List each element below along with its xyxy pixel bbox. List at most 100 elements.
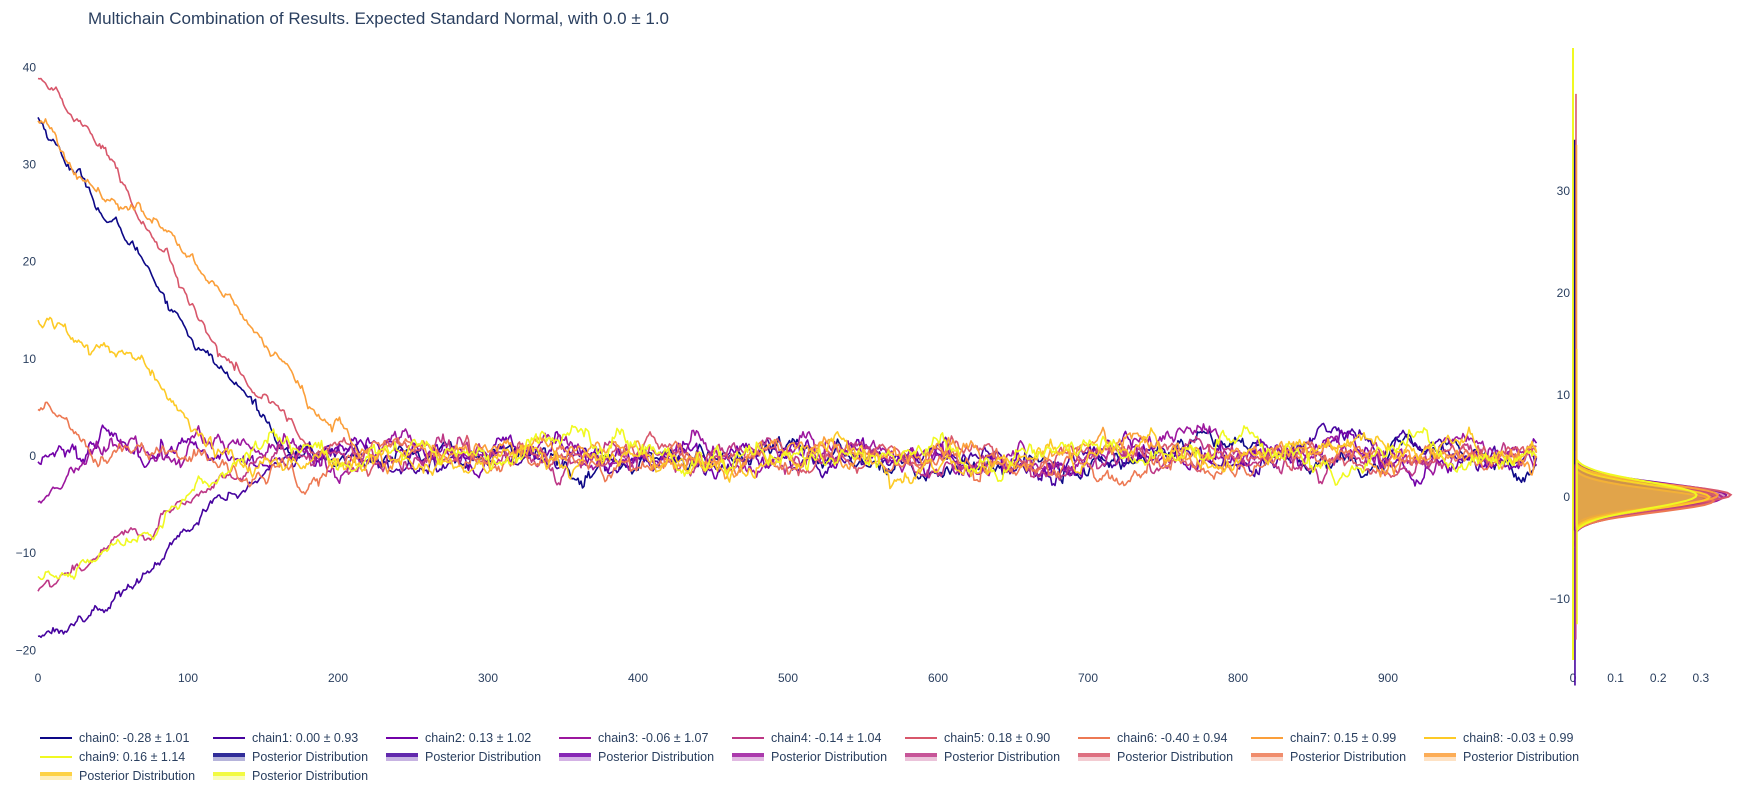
legend-fill-swatch bbox=[1251, 752, 1283, 762]
legend-item[interactable]: chain8: -0.03 ± 0.99 bbox=[1424, 731, 1597, 745]
legend-label: Posterior Distribution bbox=[425, 749, 542, 764]
posterior-y-tick-label: 30 bbox=[1557, 184, 1571, 198]
legend-line-swatch bbox=[1424, 733, 1456, 743]
posterior-density-0 bbox=[1572, 48, 1706, 660]
legend-item[interactable]: Posterior Distribution bbox=[1078, 750, 1251, 764]
legend-line-swatch bbox=[386, 733, 418, 743]
legend-label: Posterior Distribution bbox=[252, 749, 369, 764]
chain-5-trace bbox=[37, 77, 1538, 479]
posterior-plot: 0 0.1 0.2 0.3 −10 0 10 20 30 bbox=[1550, 48, 1733, 686]
y-tick-label: −20 bbox=[16, 643, 37, 657]
posterior-y-tick-label: 10 bbox=[1557, 388, 1571, 402]
chain-9-trace bbox=[37, 424, 1537, 581]
legend-label: chain4: -0.14 ± 1.04 bbox=[771, 730, 882, 745]
posterior-x-tick-label: 0.1 bbox=[1607, 671, 1624, 685]
legend-row: chain9: 0.16 ± 1.14 Posterior Distributio… bbox=[40, 747, 1720, 766]
legend-label: chain2: 0.13 ± 1.02 bbox=[425, 730, 532, 745]
legend-fill-swatch bbox=[1078, 752, 1110, 762]
x-tick-label: 100 bbox=[178, 671, 198, 685]
legend-row: chain0: -0.28 ± 1.01 chain1: 0.00 ± 0.93 c… bbox=[40, 728, 1720, 747]
posterior-density-8 bbox=[1572, 48, 1711, 660]
posterior-density-4 bbox=[1572, 48, 1720, 660]
y-tick-label: 10 bbox=[23, 352, 37, 366]
legend-fill-swatch bbox=[213, 752, 245, 762]
y-tick-label: 20 bbox=[23, 255, 37, 269]
legend-label: chain0: -0.28 ± 1.01 bbox=[79, 730, 190, 745]
legend-label: chain6: -0.40 ± 0.94 bbox=[1117, 730, 1228, 745]
posterior-density-6 bbox=[1572, 48, 1716, 660]
legend-item[interactable]: chain0: -0.28 ± 1.01 bbox=[40, 731, 213, 745]
legend-fill-swatch bbox=[386, 752, 418, 762]
legend: chain0: -0.28 ± 1.01 chain1: 0.00 ± 0.93 c… bbox=[40, 728, 1720, 785]
legend-line-swatch bbox=[213, 733, 245, 743]
legend-label: chain5: 0.18 ± 0.90 bbox=[944, 730, 1051, 745]
legend-item[interactable]: chain7: 0.15 ± 0.99 bbox=[1251, 731, 1424, 745]
legend-item[interactable]: Posterior Distribution bbox=[386, 750, 559, 764]
legend-item[interactable]: chain9: 0.16 ± 1.14 bbox=[40, 750, 213, 764]
legend-item[interactable]: Posterior Distribution bbox=[1424, 750, 1597, 764]
legend-item[interactable]: Posterior Distribution bbox=[1251, 750, 1424, 764]
legend-label: Posterior Distribution bbox=[771, 749, 888, 764]
legend-row: Posterior Distribution Posterior Distribu… bbox=[40, 766, 1720, 785]
legend-item[interactable]: chain3: -0.06 ± 1.07 bbox=[559, 731, 732, 745]
legend-line-swatch bbox=[40, 752, 72, 762]
legend-fill-swatch bbox=[40, 771, 72, 781]
legend-label: chain3: -0.06 ± 1.07 bbox=[598, 730, 709, 745]
legend-fill-swatch bbox=[559, 752, 591, 762]
y-tick-label: 40 bbox=[23, 60, 37, 74]
legend-item[interactable]: Posterior Distribution bbox=[40, 769, 213, 783]
posterior-density-7 bbox=[1572, 48, 1720, 660]
legend-line-swatch bbox=[732, 733, 764, 743]
posterior-density-1 bbox=[1572, 48, 1716, 660]
x-tick-label: 0 bbox=[35, 671, 42, 685]
legend-item[interactable]: chain1: 0.00 ± 0.93 bbox=[213, 731, 386, 745]
x-tick-label: 800 bbox=[1228, 671, 1248, 685]
x-tick-label: 900 bbox=[1378, 671, 1398, 685]
legend-fill-swatch bbox=[1424, 752, 1456, 762]
legend-label: chain9: 0.16 ± 1.14 bbox=[79, 749, 186, 764]
posterior-density-2 bbox=[1572, 48, 1728, 660]
posterior-y-tick-label: −10 bbox=[1550, 592, 1571, 606]
legend-line-swatch bbox=[1078, 733, 1110, 743]
legend-item[interactable]: chain4: -0.14 ± 1.04 bbox=[732, 731, 905, 745]
posterior-x-tick-label: 0.2 bbox=[1650, 671, 1667, 685]
legend-item[interactable]: Posterior Distribution bbox=[213, 750, 386, 764]
posterior-x-tick-label: 0.3 bbox=[1693, 671, 1710, 685]
legend-item[interactable]: Posterior Distribution bbox=[905, 750, 1078, 764]
legend-item[interactable]: chain5: 0.18 ± 0.90 bbox=[905, 731, 1078, 745]
posterior-x-tick-label: 0 bbox=[1570, 671, 1577, 685]
x-tick-label: 500 bbox=[778, 671, 798, 685]
y-tick-label: −10 bbox=[16, 546, 37, 560]
legend-label: Posterior Distribution bbox=[79, 768, 196, 783]
legend-item[interactable]: chain2: 0.13 ± 1.02 bbox=[386, 731, 559, 745]
x-tick-label: 600 bbox=[928, 671, 948, 685]
posterior-density-3 bbox=[1572, 48, 1724, 660]
legend-label: chain7: 0.15 ± 0.99 bbox=[1290, 730, 1397, 745]
legend-label: Posterior Distribution bbox=[252, 768, 369, 783]
posterior-y-tick-label: 0 bbox=[1563, 490, 1570, 504]
legend-line-swatch bbox=[559, 733, 591, 743]
legend-fill-swatch bbox=[905, 752, 937, 762]
legend-label: chain8: -0.03 ± 0.99 bbox=[1463, 730, 1574, 745]
legend-item[interactable]: Posterior Distribution bbox=[213, 769, 386, 783]
legend-item[interactable]: Posterior Distribution bbox=[732, 750, 905, 764]
legend-label: Posterior Distribution bbox=[598, 749, 715, 764]
legend-line-swatch bbox=[1251, 733, 1283, 743]
legend-line-swatch bbox=[905, 733, 937, 743]
posterior-y-tick-label: 20 bbox=[1557, 286, 1571, 300]
chain-7-trace bbox=[37, 118, 1538, 480]
trace-plot: 0 100 200 300 400 500 600 700 800 900 −20 −10 0 10 20 3… bbox=[16, 60, 1538, 685]
legend-fill-swatch bbox=[732, 752, 764, 762]
legend-item[interactable]: Posterior Distribution bbox=[559, 750, 732, 764]
legend-line-swatch bbox=[40, 733, 72, 743]
y-tick-label: 0 bbox=[29, 449, 36, 463]
legend-label: Posterior Distribution bbox=[1117, 749, 1234, 764]
chart-title: Multichain Combination of Results. Expec… bbox=[88, 9, 669, 28]
legend-item[interactable]: chain6: -0.40 ± 0.94 bbox=[1078, 731, 1251, 745]
chain-0-trace bbox=[37, 117, 1537, 489]
x-tick-label: 400 bbox=[628, 671, 648, 685]
legend-label: Posterior Distribution bbox=[944, 749, 1061, 764]
legend-label: chain1: 0.00 ± 0.93 bbox=[252, 730, 359, 745]
y-tick-label: 30 bbox=[23, 158, 37, 172]
